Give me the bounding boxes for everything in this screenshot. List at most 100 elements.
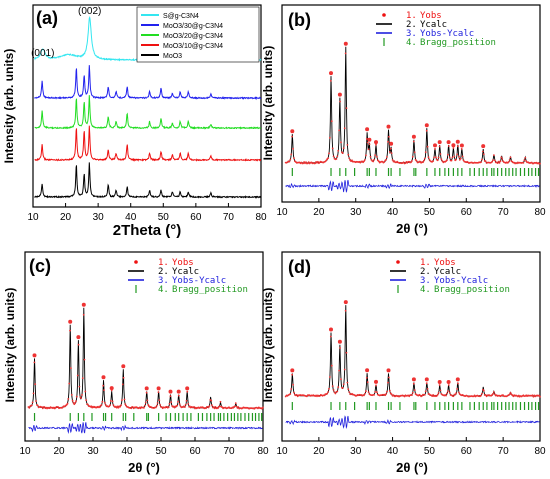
yobs-point (423, 159, 425, 162)
yobs-point (500, 156, 503, 159)
yobs-point (363, 394, 365, 397)
yobs-point (365, 390, 367, 393)
yobs-point (364, 392, 366, 395)
legend-number: 1. (406, 11, 417, 21)
yobs-peak-point (451, 143, 456, 148)
yobs-point (147, 404, 150, 406)
legend-label: Bragg_position (172, 285, 248, 295)
x-tick-label: 40 (125, 212, 137, 223)
x-tick-label: 80 (534, 446, 546, 457)
yobs-point (366, 381, 369, 384)
x-tick-label: 30 (93, 212, 105, 223)
yobs-point (74, 402, 77, 404)
x-tick-label: 40 (387, 446, 399, 457)
yobs-point (208, 405, 211, 407)
yobs-point (155, 404, 158, 407)
yobs-point (144, 401, 147, 404)
legend-label: Bragg_position (420, 38, 496, 48)
yobs-point (411, 394, 413, 396)
yobs-point (332, 389, 335, 391)
yobs-point (82, 313, 85, 316)
yobs-point (447, 384, 450, 386)
yobs-point (35, 400, 37, 402)
yobs-peak-point (343, 300, 348, 305)
legend-label: Yobs (172, 258, 194, 268)
difference-line (285, 179, 540, 193)
yobs-point (531, 394, 534, 397)
yobs-point (427, 156, 430, 159)
yobs-point (456, 153, 458, 156)
legend-number: 4. (158, 285, 169, 295)
yobs-point (168, 402, 171, 405)
x-tick-label: 60 (461, 207, 473, 218)
yobs-point (496, 162, 499, 165)
panel-b-ylabel: Intensity (arb. units) (261, 46, 275, 161)
yobs-point (501, 158, 504, 160)
yobs-point (101, 400, 104, 403)
x-tick-label: 50 (424, 207, 436, 218)
yobs-point (329, 136, 331, 139)
yobs-point (338, 129, 340, 132)
yobs-point (460, 148, 463, 150)
yobs-point (424, 151, 427, 154)
yobs-point (458, 391, 460, 394)
yobs-point (348, 391, 351, 393)
yobs-point (411, 155, 414, 158)
yobs-peak-point (185, 386, 190, 391)
x-tick-label: 20 (313, 446, 325, 457)
yobs-point (422, 161, 424, 164)
yobs-point (102, 384, 105, 387)
panel-b-xlabel: 2θ (°) (396, 221, 428, 236)
legend-number: 3. (158, 276, 169, 286)
x-tick-label: 70 (223, 212, 235, 223)
yobs-point (214, 406, 217, 408)
yobs-point (351, 159, 353, 162)
yobs-point (435, 156, 437, 159)
yobs-point (306, 162, 309, 165)
yobs-point (390, 393, 393, 396)
yobs-peak-point (329, 327, 333, 332)
yobs-point (447, 153, 449, 156)
yobs-point (367, 391, 370, 393)
yobs-point (307, 161, 310, 164)
yobs-point (210, 399, 213, 402)
yobs-point (493, 391, 495, 393)
panel-a-legend: S@g-C3N4 MoO3/30@g-C3N4 MoO3/20@g-C3N4 MoO3… (136, 6, 260, 63)
yobs-point (539, 395, 541, 398)
yobs-point (326, 392, 328, 395)
yobs-point (343, 127, 346, 130)
yobs-point (458, 159, 461, 161)
yobs-point (509, 391, 512, 394)
yobs-peak-point (367, 137, 372, 142)
yobs-point (34, 383, 37, 385)
series-line (34, 65, 262, 101)
yobs-peak-point (144, 386, 149, 391)
yobs-point (437, 392, 440, 394)
x-tick-label: 10 (27, 212, 39, 223)
yobs-point (121, 383, 124, 386)
yobs-point (347, 153, 350, 156)
legend-label: Yobs (420, 11, 442, 21)
yobs-point (67, 398, 70, 400)
panel-d-tag: (d) (288, 257, 311, 277)
x-tick-label: 30 (87, 446, 99, 457)
yobs-point (70, 367, 72, 369)
yobs-point (368, 143, 371, 146)
yobs-point (123, 398, 126, 401)
yobs-point (292, 147, 294, 150)
yobs-point (81, 394, 83, 396)
yobs-point (117, 406, 120, 409)
yobs-peak-point (446, 140, 451, 145)
yobs-peak-point (337, 92, 342, 97)
yobs-point (494, 159, 496, 162)
yobs-point (90, 405, 93, 408)
yobs-point (343, 368, 346, 371)
yobs-point (234, 405, 236, 408)
yobs-point (432, 160, 434, 163)
yobs-point (413, 389, 416, 391)
yobs-point (261, 407, 263, 410)
legend-marker-yobs (134, 260, 138, 264)
yobs-point (456, 388, 458, 390)
yobs-point (120, 404, 122, 407)
